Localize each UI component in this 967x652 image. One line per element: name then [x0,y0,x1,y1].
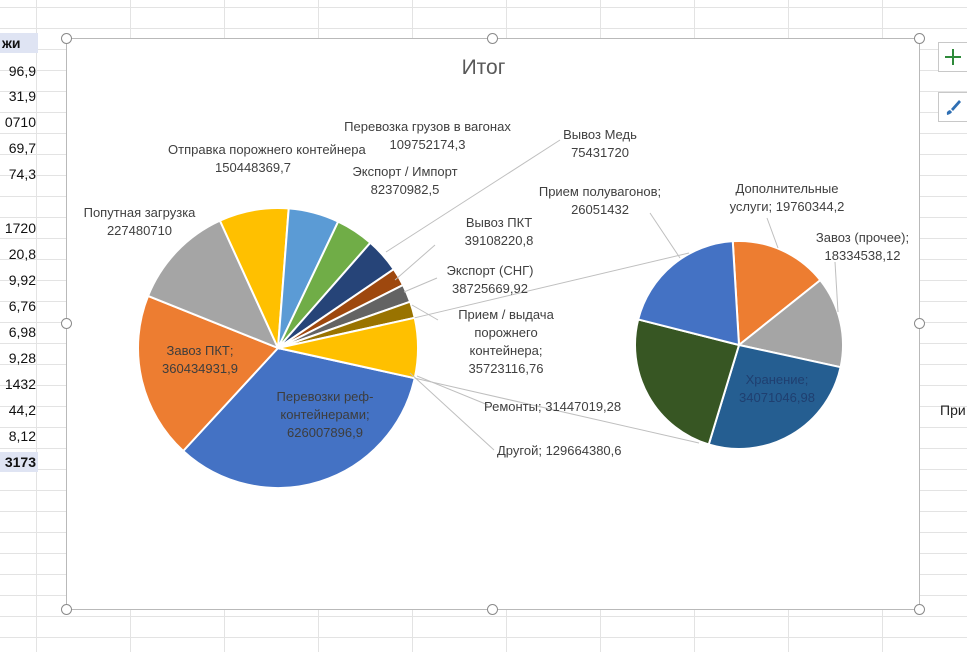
pie-slice-primary-0[interactable] [181,346,416,489]
table-cell[interactable]: 96,9 [8,63,36,79]
pie-slice-secondary-1[interactable] [736,278,844,369]
data-label-remonty[interactable]: Ремонты; 31447019,28 [484,399,622,414]
data-label-eksport-import[interactable]: Экспорт / Импорт 82370982,5 [352,164,458,197]
connector-line-top [414,252,690,319]
data-label-poputnaya[interactable]: Попутная загрузка 227480710 [83,205,196,238]
pie-slice-secondary-0[interactable] [731,240,822,347]
resize-handle-top[interactable] [487,33,498,44]
leader-line-1 [394,244,436,281]
spreadsheet-column: жи 96,9 31,9 0710 69,7 74,3 1720 20,8 9,… [0,0,38,652]
chart-styles-button[interactable] [938,92,967,122]
resize-handle-top-right[interactable] [914,33,925,44]
column-header-cell[interactable]: жи [0,33,38,53]
pie-slice-secondary-4[interactable] [636,240,741,347]
table-cell[interactable]: 9,92 [8,272,36,288]
data-label-hranenie[interactable]: Хранение; 34071046,98 [739,372,815,405]
data-label-drugoy[interactable]: Другой; 129664380,6 [497,443,622,458]
resize-handle-bottom-right[interactable] [914,604,925,615]
data-label-perevozka-gruzov[interactable]: Перевозка грузов в вагонах 109752174,3 [344,119,511,152]
leader-line-5 [649,212,681,259]
total-cell[interactable]: 3173 [0,452,38,472]
leader-line-8 [409,372,495,451]
data-label-vyvoz-med[interactable]: Вывоз Медь 75431720 [563,127,637,160]
leader-line-0 [385,139,561,253]
data-label-zavoz-pkt[interactable]: Завоз ПКТ; 360434931,9 [162,343,238,376]
table-cell[interactable]: 1720 [4,220,36,236]
pie-slice-secondary-3[interactable] [634,318,741,446]
table-cell[interactable]: 20,8 [8,246,36,262]
leader-line-3 [411,304,439,321]
table-cell[interactable]: 0710 [4,114,36,130]
table-cell[interactable]: 6,98 [8,324,36,340]
resize-handle-right[interactable] [914,318,925,329]
data-label-perevozki-ref[interactable]: Перевозки реф- контейнерами; 626007896,9 [276,389,374,440]
side-pane-partial-text: При [940,402,966,418]
pie-slice-primary-2[interactable] [146,219,280,350]
table-cell[interactable]: 69,7 [8,140,36,156]
brush-icon [946,100,961,115]
connector-line-bottom [414,377,700,444]
data-label-eksport-sng[interactable]: Экспорт (СНГ) 38725669,92 [446,263,534,296]
resize-handle-top-left[interactable] [61,33,72,44]
data-label-priem-poluvagonov[interactable]: Прием полувагонов; 26051432 [538,184,662,217]
table-cell[interactable]: 8,12 [8,428,36,444]
table-cell[interactable]: 9,28 [8,350,36,366]
data-label-otpravka[interactable]: Отправка порожнего контейнера 150448369,… [168,142,366,175]
plus-icon [945,49,961,65]
table-cell[interactable]: 74,3 [8,166,36,182]
leader-line-4 [416,375,489,406]
data-label-vyvoz-pkt[interactable]: Вывоз ПКТ 39108220,8 [464,215,534,248]
resize-handle-left[interactable] [61,318,72,329]
resize-handle-bottom[interactable] [487,604,498,615]
chart-elements-button[interactable] [938,42,967,72]
leader-line-6 [766,217,779,249]
leader-line-2 [403,277,438,293]
chart-title[interactable]: Итог [461,56,506,79]
resize-handle-bottom-left[interactable] [61,604,72,615]
table-cell[interactable]: 1432 [4,376,36,392]
table-cell[interactable]: 6,76 [8,298,36,314]
pie-slice-secondary-2[interactable] [707,343,842,450]
table-cell[interactable]: 44,2 [8,402,36,418]
table-cell[interactable]: 31,9 [8,88,36,104]
data-label-dopolnitelnye[interactable]: Дополнительные услуги; 19760344,2 [729,181,845,214]
data-label-priem-vydacha[interactable]: Прием / выдача порожнего контейнера; 357… [458,307,554,376]
data-label-zavoz-prochee[interactable]: Завоз (прочее); 18334538,12 [815,230,910,263]
leader-line-7 [834,261,839,313]
